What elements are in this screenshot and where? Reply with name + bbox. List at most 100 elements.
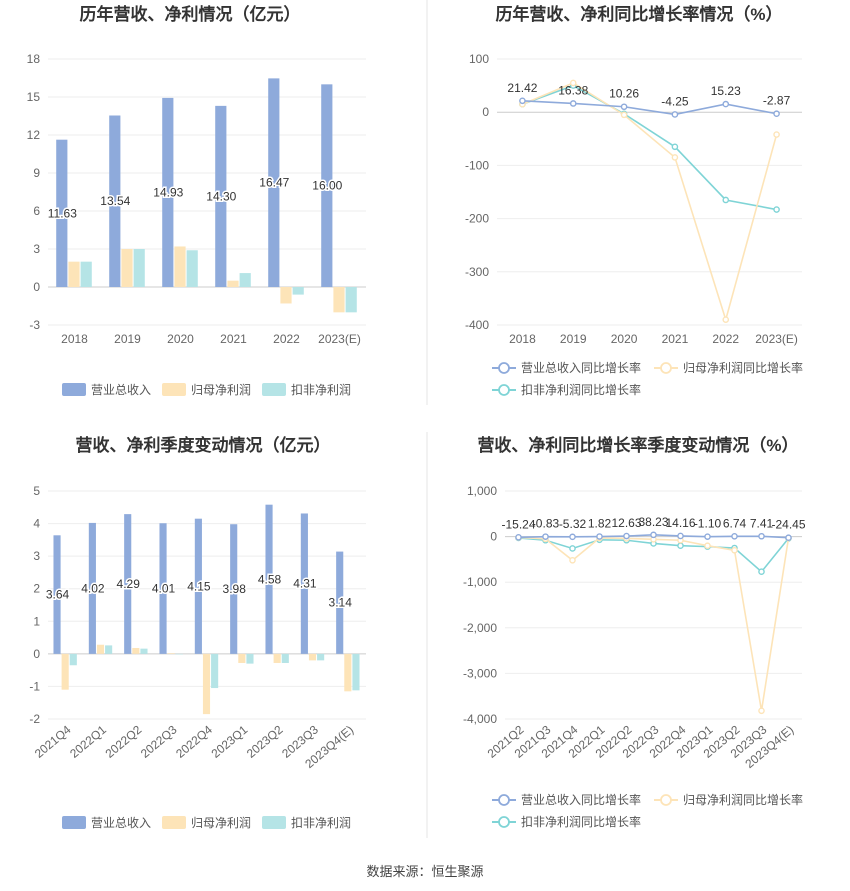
series-point [731,546,738,554]
y-tick-label: 9 [33,166,40,180]
series-point [773,110,780,118]
line-data-label: 15.23 [711,84,741,98]
bar-data-label: 16.47 [259,176,289,190]
series-point [671,143,679,151]
bar-data-label: 14.93 [153,185,183,199]
x-tick-label: 2021Q4 [32,722,74,760]
bar-deducted-profit [186,250,198,287]
legend-marker [660,362,672,374]
bar-net-profit [132,647,140,654]
series-point [650,531,657,539]
legend-marker [498,816,510,828]
y-tick-label: 4 [33,517,40,531]
y-tick-label: 18 [27,52,41,66]
legend-label: 营业总收入 [91,816,151,830]
series-point [620,111,628,119]
legend-marker [660,794,672,806]
y-tick-label: -400 [465,318,489,332]
bar-net-profit [273,653,281,663]
legend-swatch [62,816,86,829]
x-tick-label: 2023(E) [318,332,361,346]
bar-revenue [268,78,280,287]
series-point [677,542,684,550]
series-point [623,532,630,540]
y-tick-label: 1,000 [467,484,497,498]
x-tick-label: 2018 [61,332,88,346]
legend-label: 扣非净利润同比增长率 [521,814,641,829]
chart-4-growth-rate-quarterly: 1,0000-1,000-2,000-3,000-4,0002021Q22021… [463,484,806,829]
chart-3-title: 营收、净利季度变动情况（亿元） [76,435,331,455]
series-point [704,542,711,550]
y-tick-label: 100 [469,52,489,66]
series-point [596,533,603,540]
series-point [671,111,679,118]
series-line-1 [518,536,790,711]
line-data-label: 16.38 [558,83,588,97]
line-data-label: -4.25 [661,94,689,108]
data-source-footer: 数据来源：恒生聚源 [366,864,483,879]
series-point [731,532,738,540]
bar-deducted-profit [292,287,304,295]
y-tick-label: 0 [33,280,40,294]
line-data-label: 6.74 [723,516,747,530]
bar-net-profit [167,653,175,654]
legend-swatch [262,383,286,396]
bar-data-label: 4.29 [117,577,141,591]
x-tick-label: 2019 [560,332,587,346]
chart-1-revenue-profit-annual: 18 15 12 9 6 3 0 -3 2018 2019 2020 2021 2022 2023(E) 1… [27,52,366,397]
bar-data-label: 3.98 [223,582,247,596]
chart-3-revenue-profit-quarterly: 5 4 3 2 1 0 -1 -22021Q42022Q12022Q22022Q32022Q4… [29,484,366,830]
bar-data-label: 4.58 [258,572,282,586]
x-tick-label: 2023Q2 [244,722,286,760]
bar-net-profit [227,280,239,287]
bar-revenue [230,524,238,654]
bar-data-label: 11.63 [48,206,77,220]
y-tick-label: 3 [33,242,40,256]
chart-2-growth-rate-annual: 100 0 -100 -200 -300 -400 2018 2019 2020 2021 2022… [465,52,803,397]
line-data-label: -2.87 [763,94,791,108]
y-tick-label: 5 [33,484,40,498]
x-tick-label: 2021 [662,332,689,346]
series-point [519,97,526,105]
bar-revenue [56,139,68,287]
series-point [722,316,730,323]
bar-revenue [265,504,273,654]
bar-deducted-profit [175,653,183,655]
series-point [722,196,730,204]
series-point [569,533,576,541]
bar-deducted-profit [281,653,289,663]
bar-revenue [336,551,344,654]
y-tick-label: 2 [33,582,40,596]
bar-net-profit [280,287,292,304]
bar-net-profit [96,644,105,654]
bar-data-label: 4.01 [152,582,176,596]
y-tick-label: -3,000 [463,666,497,680]
y-tick-label: -2,000 [463,621,497,635]
y-tick-label: 0 [482,105,489,119]
bar-net-profit [333,287,345,313]
bar-data-label: 14.30 [206,189,236,203]
series-point [758,568,765,576]
legend-label: 归母净利润同比增长率 [683,792,803,807]
y-tick-label: 3 [33,549,40,563]
y-tick-label: 0 [490,530,497,544]
series-point [785,534,792,542]
line-data-label: 21.42 [507,81,537,95]
series-point [569,100,577,107]
bar-data-label: 4.02 [81,581,105,595]
legend-marker [498,384,510,396]
series-point [542,533,549,540]
y-tick-label: -1,000 [463,575,497,589]
y-tick-label: 6 [33,204,40,218]
legend-marker [498,794,510,806]
bar-revenue [162,97,174,288]
series-point [671,154,679,161]
bar-deducted-profit [345,287,357,313]
legend-swatch [262,816,286,829]
bar-revenue [53,535,61,654]
legend-label: 营业总收入同比增长率 [521,792,641,807]
legend-label: 扣非净利润同比增长率 [521,382,641,397]
x-tick-label: 2020 [611,332,638,346]
y-tick-label: 12 [27,128,41,142]
